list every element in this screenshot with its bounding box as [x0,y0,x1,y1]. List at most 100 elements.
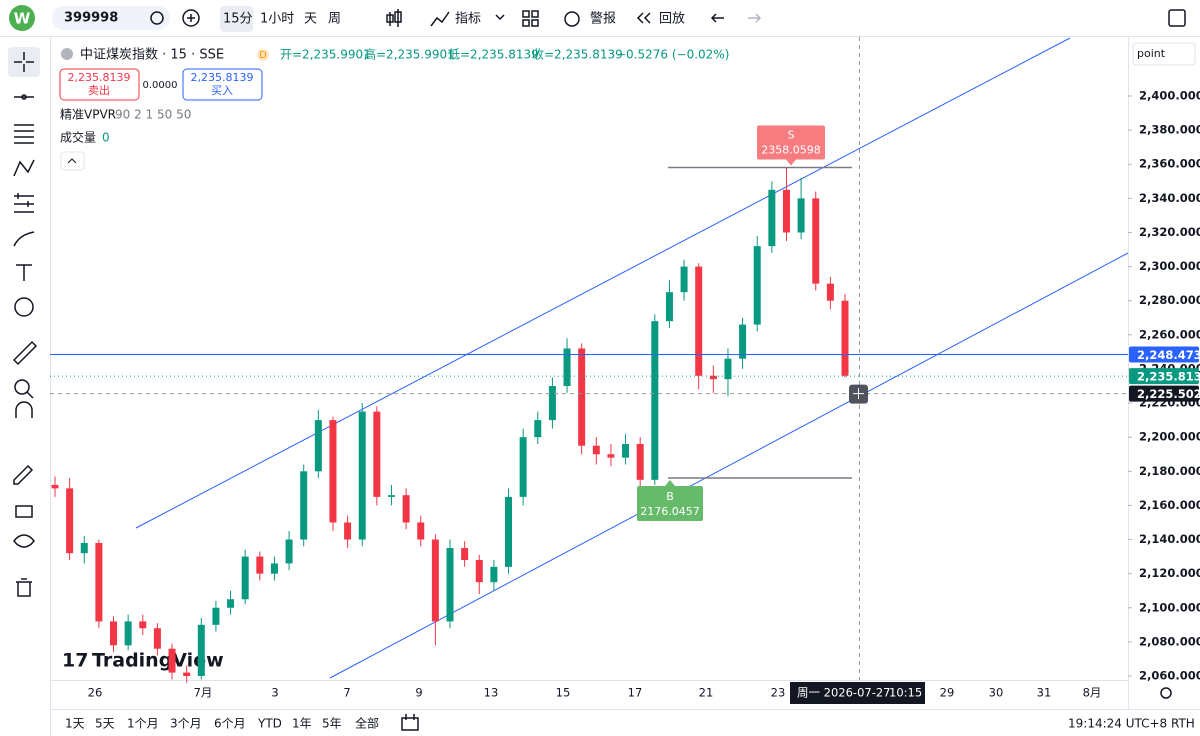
buy-button[interactable] [182,68,263,101]
crosshair-tool[interactable] [14,52,34,72]
sell-label: 卖出 [88,83,110,97]
candle-body [183,672,191,677]
buy-marker-value: 2176.0457 [640,505,700,518]
sell-marker-tip [786,159,796,166]
measure-tool[interactable] [12,340,38,366]
y-tick-label: 2,400.0000 [1139,88,1200,102]
range-button[interactable]: 5天 [95,717,115,731]
symbol-search[interactable] [52,6,170,30]
text-tool[interactable] [16,264,32,281]
draw-mode-tool[interactable] [13,464,34,485]
magnet-tool[interactable] [15,401,33,418]
candle-body [651,321,659,480]
candle-body [695,266,703,376]
y-tick-label: 2,300.0000 [1139,259,1200,273]
legend-badge: D [259,50,267,61]
ohlc-open: 开=2,235.9901 [280,48,371,62]
emoji-tool[interactable] [14,297,34,317]
zoom-tool[interactable] [14,379,30,395]
candle-body [548,386,556,421]
buy-marker-tip [665,480,675,487]
interval[interactable]: 天 [304,12,317,27]
range-button[interactable]: 6个月 [214,717,246,731]
interval[interactable]: 1小时 [260,12,294,27]
candle-body [227,599,235,608]
candle-body [607,454,615,458]
scale-mode[interactable] [1132,42,1196,66]
layout-button[interactable] [522,10,539,27]
sell-button[interactable] [59,68,140,101]
scale-mode-label: point [1137,47,1166,60]
tool-active-bg [8,47,40,77]
axis-settings[interactable] [1160,687,1172,699]
candle-body [665,292,673,322]
crosshair-add-icon [853,388,864,400]
candle-body [519,437,527,497]
session[interactable]: RTH [1171,717,1195,731]
replay-icon [636,12,651,24]
replay-button[interactable]: 回放 [659,12,685,27]
price-label-bg [1129,346,1199,363]
candle-body [80,542,88,554]
alert-button[interactable]: 警报 [590,11,616,27]
candle-body [826,283,834,301]
y-tick-label: 2,180.0000 [1139,464,1200,478]
candle-body [329,420,337,523]
price-label: 2,248.4731 [1137,348,1200,362]
candle-body [475,560,483,583]
zoom-handle [26,391,34,399]
interval[interactable]: 周 [328,12,341,27]
logo[interactable] [9,5,35,31]
y-tick-label: 2,260.0000 [1139,327,1200,341]
interval-active-bg [220,6,253,32]
indicators-button[interactable]: 指标 [455,12,481,27]
range-button[interactable]: YTD [257,717,282,731]
range-button[interactable]: 5年 [322,717,342,731]
range-button[interactable]: 1个月 [127,717,159,731]
candle-body [344,522,352,540]
candle-body [373,411,381,497]
compare-button[interactable] [182,9,200,27]
candle-body [285,539,293,564]
range-button[interactable]: 全部 [355,716,379,731]
redo-button[interactable] [748,13,762,23]
ohlc-high: 高=2,235.9901 [364,47,455,62]
collapse-legend[interactable] [60,151,85,171]
fullscreen-button[interactable] [1168,9,1186,27]
crosshair-time: 周一 2026-07-27 [797,686,891,700]
x-tick-label: 7月 [194,686,213,700]
symbol: 399998 [64,11,118,26]
price-label: 2,235.8139 [1137,370,1200,384]
delete-tool[interactable] [16,578,32,597]
candle-body [139,621,147,629]
range-button[interactable]: 3个月 [170,717,202,731]
candle-body [636,444,644,480]
dropdown-arrow[interactable] [495,14,505,21]
brush-tool[interactable] [13,231,35,247]
symbol-icon [150,11,164,25]
candle-body [417,522,425,540]
undo-button[interactable] [710,13,724,23]
compare-plus [187,14,195,22]
candle-body [124,621,132,646]
lock-tool[interactable] [15,505,33,518]
line-tool[interactable] [14,94,34,100]
range-button[interactable]: 1年 [292,717,312,731]
candle-body [241,556,249,600]
pattern-tool[interactable] [13,159,35,177]
candle-body [797,198,805,233]
x-tick-label: 30 [989,686,1004,700]
projection-tool[interactable] [14,193,34,213]
interval[interactable]: 15分 [223,12,253,27]
range-button[interactable]: 1天 [65,717,85,731]
buy-marker-box [637,486,703,522]
fib-tool[interactable] [14,124,34,144]
indicator-icon [430,11,450,27]
visibility-tool[interactable] [13,534,35,548]
clock: 19:14:24 UTC+8 [1068,717,1167,731]
y-tick-label: 2,340.0000 [1139,191,1200,205]
date-range-button[interactable] [401,714,419,731]
candle-body [197,624,205,677]
candle-body [724,358,732,380]
chart-type-button[interactable] [386,9,402,27]
